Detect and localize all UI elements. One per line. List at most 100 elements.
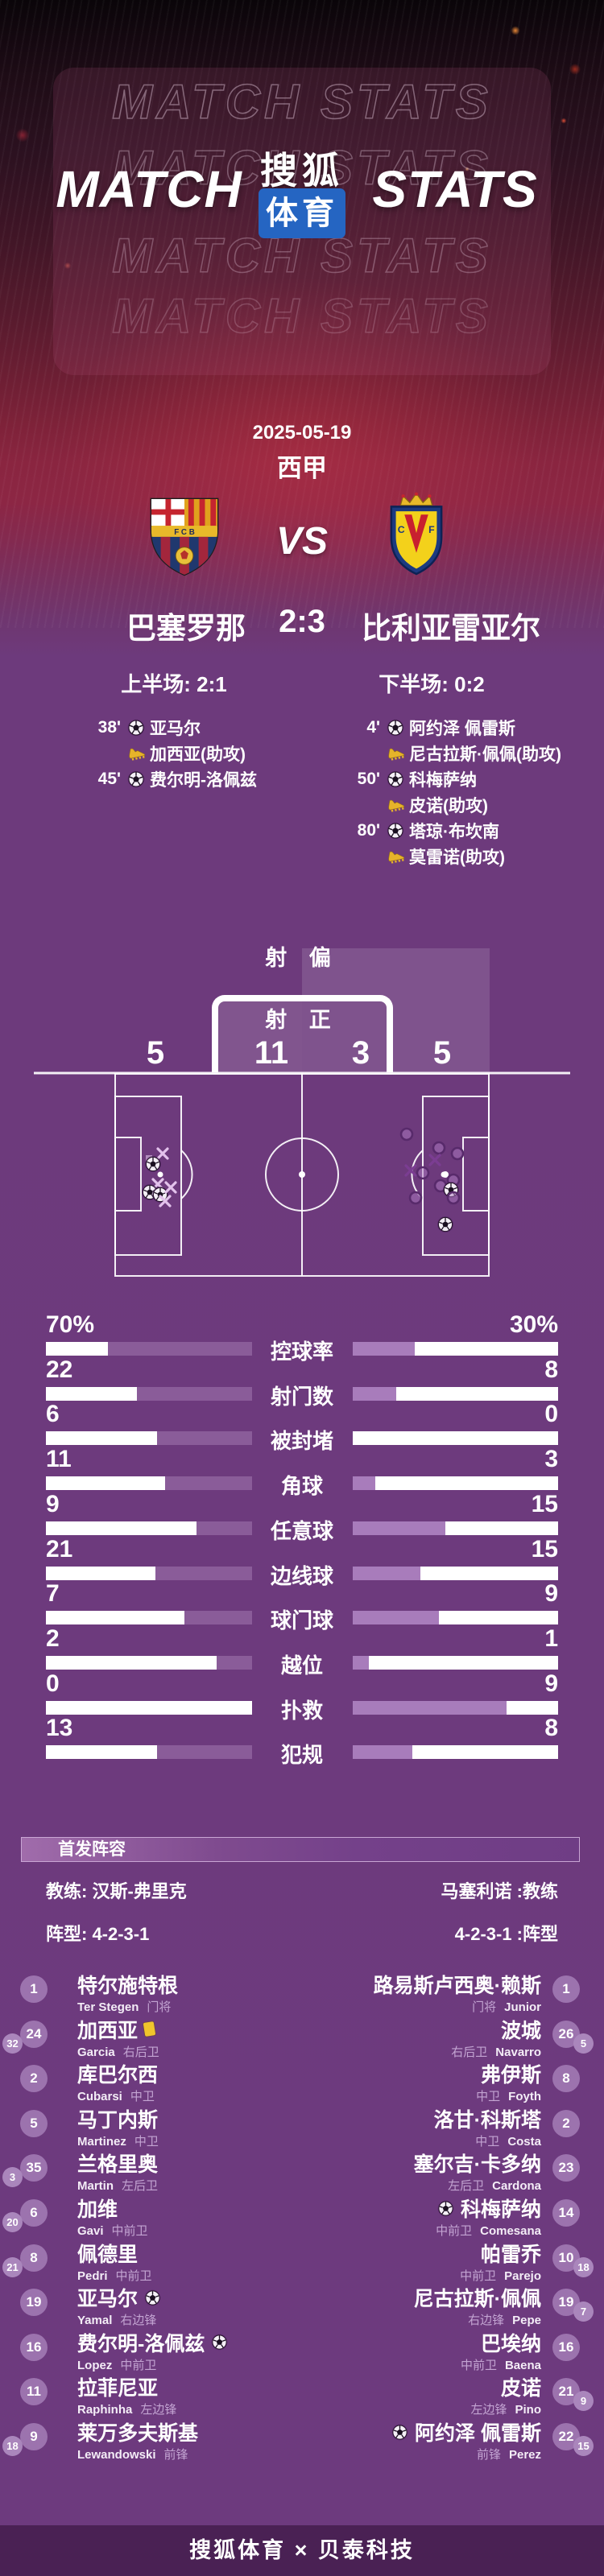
player-info: 特尔施特根 Ter Stegen 门将 — [77, 1972, 178, 2015]
soccer-ball-icon — [387, 719, 404, 737]
stat-away-bar-fill — [353, 1611, 440, 1625]
home-event-row: 加西亚(助攻) — [93, 741, 343, 766]
away-event-row: 4' 阿约泽 佩雷斯 — [353, 715, 602, 741]
stat-row: 13 8 犯规 — [0, 1715, 604, 1767]
stat-away-bar-fill — [353, 1386, 396, 1401]
player-latin-name: Cardona — [492, 2179, 541, 2194]
away-team-name: 比利亚雷亚尔 — [362, 612, 540, 645]
player-info: 洛甘·科斯塔 中卫 Costa — [434, 2107, 541, 2149]
sohu-sports-logo: 体育 — [259, 188, 345, 238]
player-position: 中卫 — [476, 2090, 501, 2104]
crown — [399, 492, 433, 506]
svg-text:C: C — [398, 524, 405, 535]
home-shots-off-value: 5 — [146, 1035, 165, 1071]
player-name-line: 阿约泽 佩雷斯 — [391, 2420, 541, 2445]
watermark-text: MATCH STATS — [111, 140, 492, 196]
player-name: 加维 — [77, 2198, 118, 2221]
stat-label: 射门数 — [270, 1384, 333, 1409]
player-number: 6 — [20, 2199, 48, 2227]
away-event-row: 尼古拉斯·佩佩(助攻) — [353, 741, 602, 766]
footer-credit: 搜狐体育 × 贝泰科技 — [189, 2538, 415, 2562]
event-player: 莫雷诺(助攻) — [409, 848, 505, 867]
away-event-row: 皮诺(助攻) — [353, 792, 602, 818]
player-position: 中卫 — [130, 2090, 155, 2104]
player-position: 前锋 — [163, 2448, 188, 2462]
player-name: 塞尔吉·卡多纳 — [413, 2153, 541, 2177]
substitute-number: 5 — [573, 2033, 594, 2054]
away-event-row: 50' 科梅萨纳 — [353, 766, 602, 792]
event-player: 加西亚(助攻) — [150, 745, 246, 764]
player-name-line: 弗伊斯 — [476, 2062, 541, 2087]
shots-off-target-label: 射 偏 — [265, 946, 339, 970]
boot-icon — [387, 745, 409, 762]
player-number: 10 — [552, 2244, 580, 2272]
svg-text:F C B: F C B — [174, 528, 195, 537]
stat-home-bar-fill — [217, 1655, 252, 1670]
player-name: 兰格里奥 — [77, 2153, 159, 2177]
away-event-row: 80' 塔琼·布坎南 — [353, 818, 602, 844]
player-number: 5 — [20, 2109, 48, 2137]
player-name-line: 科梅萨纳 — [436, 2196, 541, 2221]
shots-on-target-highlight — [218, 1001, 302, 1072]
stat-label: 犯规 — [280, 1743, 323, 1768]
away-player-row: 1 路易斯卢西奥·赖斯 门将 Junior — [0, 1971, 604, 2016]
stat-row: 2 1 越位 — [0, 1624, 604, 1678]
player-name-line: 兰格里奥 — [77, 2151, 159, 2177]
stat-label: 任意球 — [270, 1518, 333, 1543]
away-team-logo: C F — [390, 492, 443, 576]
soccer-ball-icon — [391, 2424, 408, 2440]
player-position: 中前卫 — [436, 2224, 473, 2238]
stat-home-bar — [46, 1611, 252, 1625]
player-name-line: 塞尔吉·卡多纳 — [413, 2151, 541, 2177]
shots-off-target-highlight — [302, 948, 490, 1072]
home-player-row: 11 拉菲尼亚 Raphinha 左边锋 — [0, 2373, 604, 2418]
stat-home-value: 22 — [46, 1356, 73, 1383]
stat-label: 越位 — [280, 1653, 323, 1678]
away-goal-events: 4' 阿约泽 佩雷斯 尼古拉斯·佩佩(助攻) 50' 科梅萨纳 皮诺(助攻) 80'… — [353, 715, 602, 869]
soccer-ball-icon — [127, 719, 145, 737]
player-meta: 左后卫 Cardona — [414, 2177, 541, 2194]
player-number: 1 — [552, 1975, 580, 2003]
stat-away-value: 15 — [531, 1490, 558, 1517]
player-name: 弗伊斯 — [480, 2064, 541, 2087]
away-player-row: 16 巴埃纳 中前卫 Baena — [0, 2329, 604, 2374]
stat-home-bar — [46, 1700, 252, 1715]
player-latin-name: Pedri — [77, 2268, 108, 2283]
player-name: 费尔明-洛佩兹 — [77, 2332, 205, 2355]
player-latin-name: Baena — [504, 2358, 541, 2372]
player-number: 16 — [20, 2333, 48, 2361]
stat-home-bar-fill — [155, 1566, 252, 1580]
soccer-ball-icon — [387, 770, 409, 788]
player-name: 马丁内斯 — [77, 2108, 159, 2132]
player-position: 前锋 — [476, 2448, 501, 2462]
player-latin-name: Gavi — [77, 2224, 104, 2238]
soccer-ball-icon — [211, 2334, 228, 2351]
event-minute: 45' — [97, 770, 121, 788]
player-name-line: 加西亚 — [77, 2017, 159, 2042]
player-position: 左边锋 — [470, 2403, 507, 2417]
player-number: 24 — [20, 2020, 48, 2048]
player-number: 2 — [552, 2109, 580, 2137]
player-meta: Raphinha 左边锋 — [77, 2401, 176, 2417]
player-name: 莱万多夫斯基 — [77, 2422, 199, 2445]
away-player-row: 22 15 阿约泽 佩雷斯 前锋 Perez — [0, 2418, 604, 2463]
player-latin-name: Lopez — [77, 2358, 113, 2372]
stat-away-value: 1 — [544, 1624, 558, 1652]
away-formation: 4-2-3-1 :阵型 — [454, 1924, 558, 1944]
stat-row: 70% 30% 控球率 — [0, 1311, 604, 1364]
home-player-row: 16 费尔明-洛佩兹 Lopez 中前卫 — [0, 2329, 604, 2374]
player-name-line: 加维 — [77, 2196, 148, 2221]
player-name-line: 波城 — [451, 2017, 541, 2042]
boot-icon — [129, 748, 146, 761]
player-meta: 右后卫 Navarro — [451, 2043, 541, 2060]
event-player: 费尔明-洛佩兹 — [150, 771, 257, 790]
player-meta: Lewandowski 前锋 — [77, 2446, 198, 2462]
stat-row: 21 15 边线球 — [0, 1536, 604, 1588]
player-latin-name: Parejo — [504, 2268, 541, 2283]
boot-icon — [388, 851, 405, 864]
substitute-number: 21 — [2, 2256, 23, 2277]
player-position: 中卫 — [134, 2134, 159, 2149]
player-meta: Martinez 中卫 — [77, 2132, 159, 2149]
event-minute: 4' — [366, 718, 380, 737]
player-name-line: 亚马尔 — [77, 2285, 161, 2310]
